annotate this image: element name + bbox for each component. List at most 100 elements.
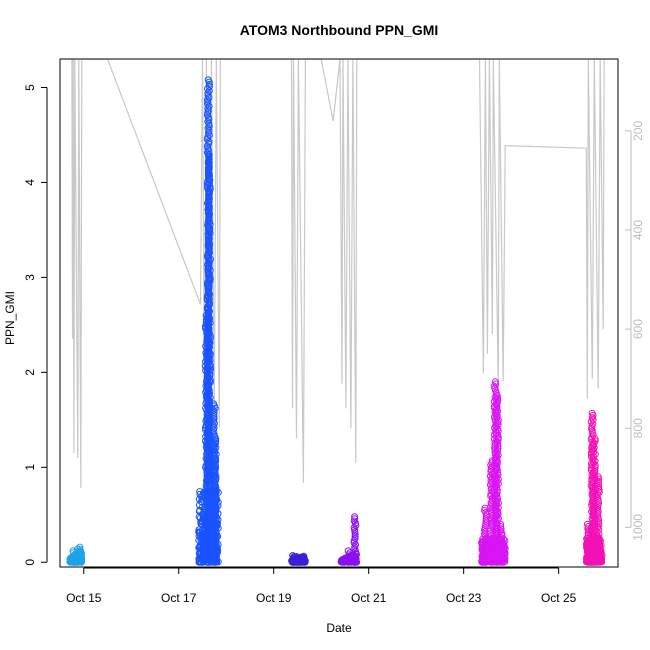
data-point	[211, 468, 219, 476]
data-point	[492, 482, 500, 490]
data-point	[494, 436, 502, 444]
data-point	[498, 531, 506, 539]
data-point	[205, 102, 213, 110]
data-point	[494, 421, 502, 428]
x-axis: Oct 15 Oct 17 Oct 19 Oct 21 Oct 23 Oct 25	[66, 567, 577, 605]
data-point	[595, 534, 603, 542]
data-point	[494, 504, 502, 512]
y-right-tick-label: 400	[631, 220, 645, 240]
series-4	[337, 513, 361, 566]
chart-title: ATOM3 Northbound PPN_GMI	[240, 22, 439, 38]
data-point	[594, 473, 602, 481]
data-point	[482, 515, 490, 523]
data-point	[211, 534, 219, 542]
data-point	[588, 409, 596, 417]
data-point	[594, 479, 602, 487]
data-point	[590, 552, 597, 560]
data-point	[594, 490, 601, 498]
data-point	[205, 216, 213, 224]
y-right-tick-label: 800	[631, 418, 645, 438]
data-point	[205, 244, 213, 252]
data-point	[497, 520, 505, 528]
data-point	[204, 477, 212, 485]
data-point	[588, 429, 596, 437]
data-point	[595, 536, 603, 544]
data-point	[351, 513, 359, 521]
data-point	[206, 400, 213, 408]
data-point	[595, 543, 602, 551]
data-point	[493, 521, 501, 529]
data-point	[206, 334, 214, 342]
series-5	[478, 378, 509, 566]
y-tick-label: 4	[23, 179, 37, 186]
data-point	[351, 515, 359, 523]
x-axis-label: Date	[326, 621, 352, 635]
data-points-layer	[66, 76, 606, 566]
data-point	[69, 547, 77, 555]
data-point	[76, 545, 84, 553]
data-point	[496, 540, 504, 548]
data-point	[591, 466, 599, 474]
data-point	[595, 488, 603, 496]
data-point	[591, 437, 599, 445]
data-point	[493, 403, 501, 411]
data-point	[205, 83, 213, 90]
data-point	[492, 423, 500, 431]
data-point	[205, 297, 213, 305]
data-point	[351, 534, 359, 542]
data-point	[590, 459, 597, 467]
data-point	[591, 461, 599, 469]
data-point	[494, 499, 502, 507]
data-point	[344, 547, 352, 555]
data-point	[497, 523, 505, 530]
data-point	[595, 519, 602, 527]
data-point	[594, 547, 602, 555]
data-point	[206, 363, 214, 371]
data-point	[205, 286, 213, 294]
data-point	[212, 486, 220, 493]
data-point	[593, 532, 601, 540]
data-point	[205, 172, 213, 180]
data-point	[196, 488, 204, 496]
data-point	[204, 85, 211, 93]
data-point	[204, 133, 212, 141]
data-point	[350, 524, 358, 531]
data-point	[352, 550, 360, 558]
data-point	[205, 387, 213, 395]
data-point	[204, 236, 212, 244]
data-point	[205, 138, 213, 146]
y-axis-left: 0 1 2 3 4 5	[23, 84, 48, 566]
data-point	[206, 227, 214, 235]
series-1	[66, 543, 86, 566]
data-point	[591, 435, 599, 443]
data-point	[211, 545, 219, 553]
data-point	[210, 448, 218, 456]
data-point	[204, 100, 211, 108]
data-point	[591, 457, 599, 465]
data-point	[595, 482, 602, 490]
data-point	[589, 455, 597, 463]
data-point	[350, 539, 358, 547]
data-point	[595, 558, 602, 566]
data-point	[205, 222, 212, 230]
data-point	[587, 418, 595, 426]
data-point	[493, 506, 500, 514]
data-point	[205, 323, 213, 331]
data-point	[498, 536, 505, 544]
y-right-tick-label: 600	[631, 319, 645, 339]
data-point	[490, 382, 498, 390]
data-point	[591, 468, 599, 476]
x-tick-label: Oct 25	[541, 591, 577, 605]
data-point	[205, 282, 213, 290]
x-tick-label: Oct 17	[161, 591, 197, 605]
data-point	[212, 457, 220, 465]
data-point	[211, 519, 219, 527]
series-3	[288, 552, 309, 566]
data-point	[203, 96, 211, 104]
data-point	[351, 532, 359, 540]
depth-trace-line	[71, 58, 605, 488]
data-point	[594, 554, 601, 562]
data-point	[591, 450, 599, 458]
data-point	[204, 238, 212, 246]
